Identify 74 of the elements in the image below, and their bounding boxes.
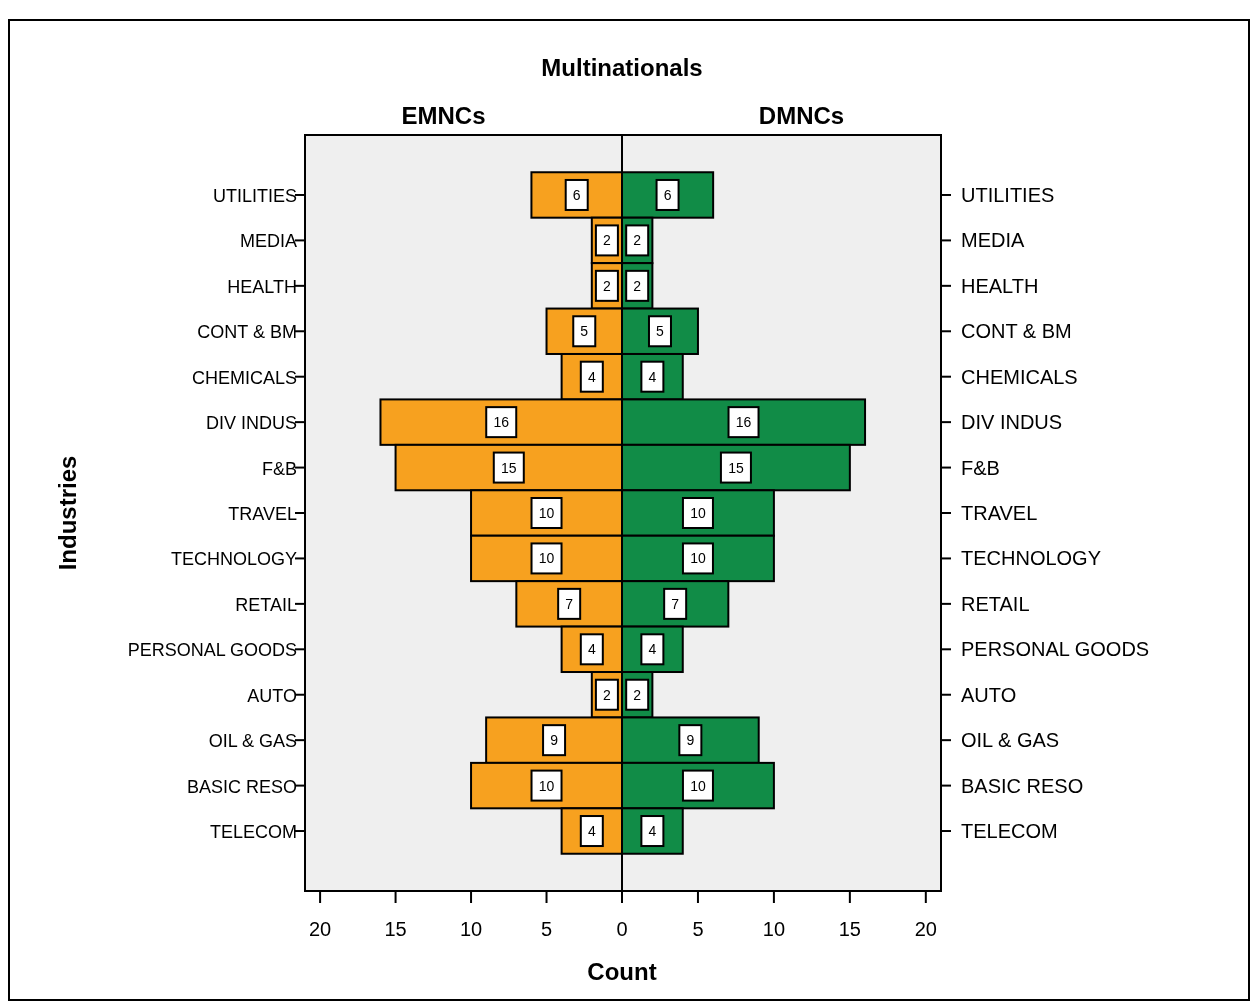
data-label: 10 (690, 777, 706, 794)
data-label: 15 (728, 459, 744, 476)
y-tick-label: CONT & BM (961, 320, 1072, 343)
data-label: 15 (501, 459, 517, 476)
data-label: 10 (538, 777, 555, 794)
data-label: 9 (550, 732, 559, 749)
chart-title: Multinationals (541, 54, 703, 81)
y-axis-title: Industries (54, 455, 81, 571)
y-tick-label: F&B (261, 458, 297, 479)
data-label: 10 (690, 550, 706, 567)
x-tick-label: 5 (540, 918, 553, 940)
x-tick-label: 0 (616, 918, 628, 940)
data-label: 6 (572, 186, 581, 203)
data-label: 10 (538, 505, 555, 521)
x-tick-label: 15 (838, 918, 861, 940)
y-tick-label: TELECOM (961, 820, 1058, 843)
y-tick-label: OIL & GAS (961, 729, 1060, 752)
data-label: 5 (656, 323, 665, 340)
x-axis-title: Count (587, 958, 657, 985)
data-label: 2 (603, 232, 612, 249)
y-tick-label: BASIC RESO (186, 776, 297, 797)
y-tick-label: TRAVEL (961, 502, 1038, 524)
data-label: 10 (538, 550, 555, 567)
y-tick-label: DIV INDUS (205, 413, 297, 434)
y-tick-label: F&B (961, 456, 1000, 479)
y-tick-label: CONT & BM (197, 322, 297, 343)
y-tick-label: CHEMICALS (191, 367, 297, 388)
y-tick-label: MEDIA (961, 229, 1025, 252)
data-label: 2 (633, 686, 642, 703)
y-tick-label: AUTO (247, 685, 297, 706)
y-tick-label: CHEMICALS (961, 365, 1078, 388)
data-label: 2 (603, 686, 612, 703)
y-tick-label: UTILITIES (212, 185, 297, 206)
y-tick-label: MEDIA (239, 231, 297, 252)
y-tick-label: UTILITIES (961, 183, 1055, 206)
data-label: 16 (735, 414, 752, 431)
data-label: 7 (565, 595, 574, 612)
y-tick-label: PERSONAL GOODS (127, 640, 297, 661)
y-tick-label: PERSONAL GOODS (961, 638, 1150, 661)
data-label: 10 (690, 505, 706, 521)
data-label: 6 (663, 186, 672, 203)
data-label: 7 (671, 595, 680, 612)
data-label: 2 (633, 232, 642, 249)
y-tick-label: HEALTH (227, 276, 297, 297)
y-tick-label: RETAIL (961, 592, 1030, 615)
data-label: 4 (587, 823, 596, 840)
x-tick-label: 10 (762, 918, 786, 940)
y-tick-label: TRAVEL (228, 504, 297, 524)
data-label: 5 (580, 323, 589, 340)
y-tick-label: RETAIL (235, 594, 297, 615)
y-tick-label: TELECOM (209, 822, 297, 843)
data-label: 4 (648, 368, 657, 385)
x-tick-label: 15 (384, 918, 407, 940)
y-tick-label: DIV INDUS (961, 411, 1063, 434)
y-tick-label: TECHNOLOGY (170, 549, 297, 570)
x-tick-label: 5 (692, 918, 704, 940)
chart-subtitle: DMNCs (758, 102, 845, 129)
data-label: 16 (493, 414, 510, 431)
y-tick-label: HEALTH (961, 274, 1039, 297)
x-tick-label: 20 (308, 918, 332, 940)
y-tick-label: AUTO (961, 683, 1017, 706)
data-label: 4 (648, 641, 657, 658)
data-label: 9 (686, 732, 695, 749)
chart-subtitle: EMNCs (401, 102, 486, 129)
data-label: 2 (633, 277, 642, 294)
data-label: 4 (648, 823, 657, 840)
y-tick-label: BASIC RESO (961, 774, 1084, 797)
x-tick-label: 20 (914, 918, 937, 940)
y-tick-label: TECHNOLOGY (961, 547, 1102, 570)
data-label: 4 (587, 641, 596, 658)
y-tick-label: OIL & GAS (208, 731, 297, 752)
data-label: 4 (587, 368, 596, 385)
x-tick-label: 10 (459, 918, 483, 940)
data-label: 2 (603, 277, 612, 294)
